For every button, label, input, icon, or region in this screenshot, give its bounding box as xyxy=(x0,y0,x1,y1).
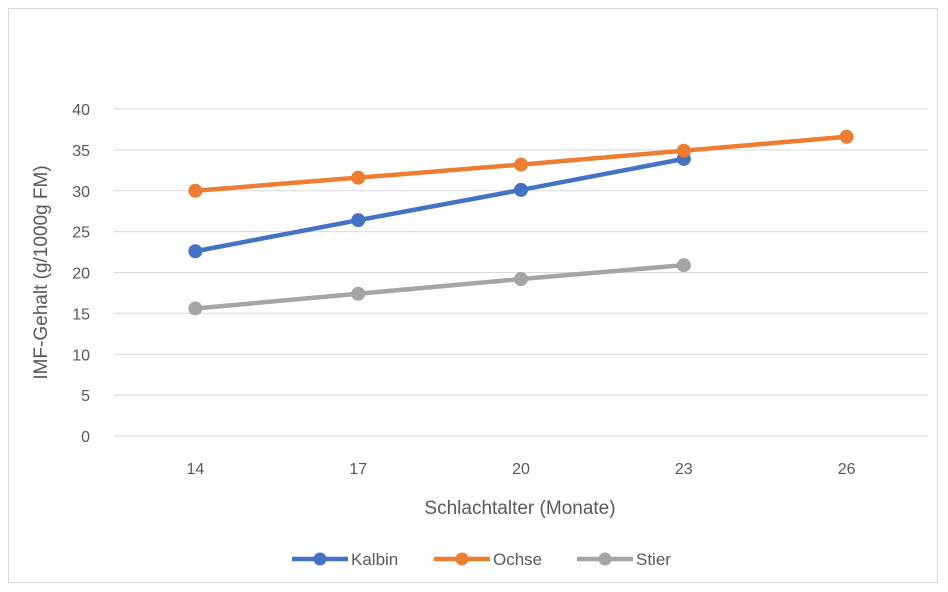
y-tick-label: 30 xyxy=(72,184,90,201)
data-point-stier xyxy=(351,286,366,301)
y-tick-label: 0 xyxy=(81,429,90,446)
y-tick-label: 35 xyxy=(72,143,90,160)
legend-label-kalbin: Kalbin xyxy=(351,550,398,569)
y-tick-label: 25 xyxy=(72,225,90,242)
legend-marker-ochse xyxy=(455,552,469,566)
series-group xyxy=(188,129,854,316)
x-tick-label: 20 xyxy=(512,461,530,478)
y-tick-label: 5 xyxy=(81,388,90,405)
data-point-stier xyxy=(676,258,691,273)
series-line-kalbin xyxy=(193,156,687,254)
y-tick-labels: 0 5 10 15 20 25 30 35 40 xyxy=(72,102,90,446)
y-tick-label: 15 xyxy=(72,306,90,323)
chart-frame xyxy=(8,8,938,583)
data-point-ochse xyxy=(351,170,366,185)
data-point-ochse xyxy=(188,183,203,198)
data-point-kalbin xyxy=(188,244,203,259)
legend: Kalbin Ochse Stier xyxy=(292,550,671,569)
legend-marker-stier xyxy=(598,552,612,566)
y-axis-title: IMF-Gehalt (g/1000g FM) xyxy=(31,165,52,379)
x-tick-labels: 14 17 20 23 26 xyxy=(187,461,856,478)
gridlines xyxy=(114,108,928,437)
data-point-stier xyxy=(514,272,528,287)
data-point-kalbin xyxy=(514,182,528,197)
data-point-kalbin xyxy=(351,213,366,228)
data-point-ochse xyxy=(676,143,691,158)
data-point-ochse xyxy=(514,157,528,172)
x-tick-label: 14 xyxy=(187,461,205,478)
x-tick-label: 23 xyxy=(675,461,693,478)
y-tick-label: 20 xyxy=(72,266,90,283)
y-tick-label: 10 xyxy=(72,347,90,364)
x-tick-label: 17 xyxy=(349,461,367,478)
y-tick-label: 40 xyxy=(72,102,90,119)
series-line-stier xyxy=(193,262,687,311)
legend-marker-kalbin xyxy=(313,552,327,566)
legend-label-stier: Stier xyxy=(636,550,671,569)
data-point-stier xyxy=(188,301,203,316)
x-axis-title: Schlachtalter (Monate) xyxy=(424,498,615,519)
legend-label-ochse: Ochse xyxy=(493,550,542,569)
x-tick-label: 26 xyxy=(838,461,856,478)
data-point-ochse xyxy=(839,129,854,144)
